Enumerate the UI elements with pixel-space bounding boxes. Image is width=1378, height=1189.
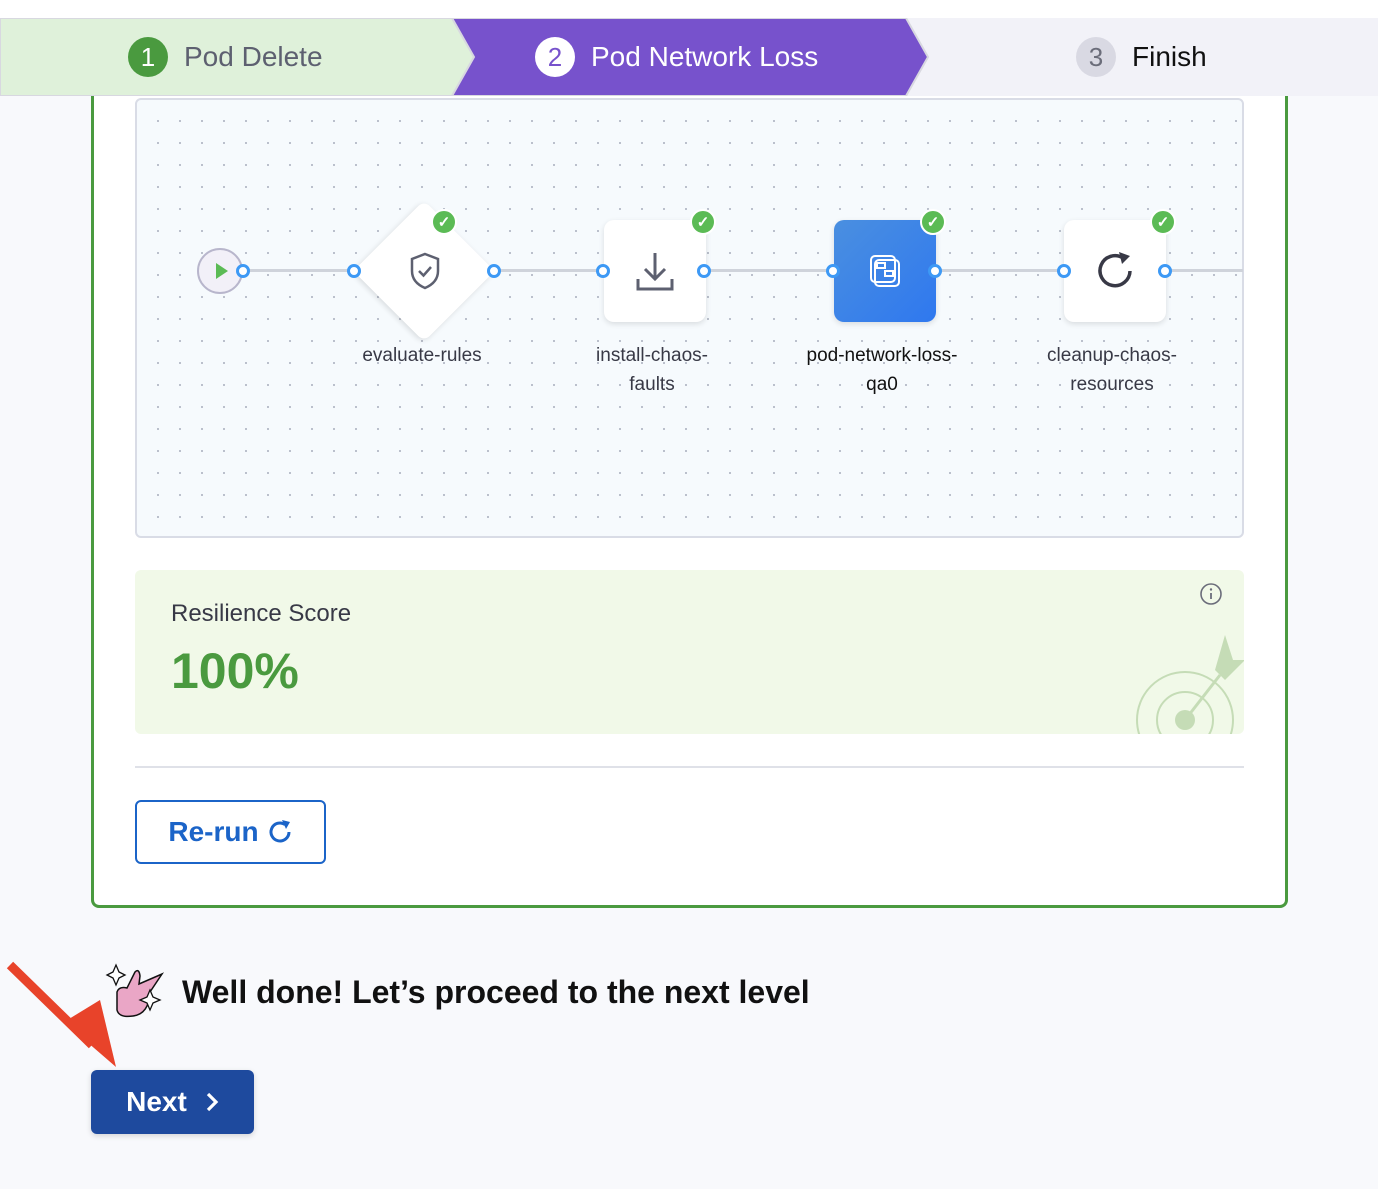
node-label: install-chaos-faults	[596, 345, 708, 395]
step-finish[interactable]: 3 Finish	[1076, 18, 1207, 96]
node-label: cleanup-chaos-resources	[1047, 345, 1177, 395]
success-check-icon: ✓	[920, 209, 946, 235]
target-illustration-icon	[1136, 635, 1244, 734]
pipeline-connector	[243, 269, 1243, 272]
play-icon	[216, 263, 228, 279]
step-label: Pod Network Loss	[591, 41, 819, 72]
node-label: pod-network-loss-qa0	[806, 345, 958, 395]
output-port[interactable]	[487, 264, 501, 278]
node-pod-network-loss-qa0[interactable]	[834, 220, 936, 322]
success-check-icon: ✓	[1150, 209, 1176, 235]
step-pod-network-loss[interactable]: 2 Pod Network Loss	[535, 18, 818, 96]
success-check-icon: ✓	[690, 209, 716, 235]
input-port[interactable]	[1057, 264, 1071, 278]
resilience-score-panel: Resilience Score 100%	[135, 570, 1244, 734]
step-pod-delete[interactable]: 1 Pod Delete	[128, 18, 323, 96]
top-strip	[0, 0, 1378, 18]
resilience-score-title: Resilience Score	[171, 600, 352, 627]
success-message: Well done! Let’s proceed to the next lev…	[182, 974, 810, 1010]
success-check-icon: ✓	[431, 209, 457, 235]
step-label: Pod Delete	[184, 41, 323, 72]
divider	[135, 766, 1244, 768]
step-label: Finish	[1132, 41, 1207, 72]
step-number: 2	[535, 37, 575, 77]
output-port[interactable]	[236, 264, 250, 278]
thumbs-up-sparkle-icon	[105, 963, 165, 1018]
stepper-background	[0, 18, 1378, 96]
shield-check-icon	[410, 252, 440, 290]
output-port[interactable]	[1158, 264, 1172, 278]
output-port[interactable]	[697, 264, 711, 278]
download-icon	[636, 253, 674, 291]
node-install-chaos-faults[interactable]	[604, 220, 706, 322]
chaos-fault-icon	[870, 255, 900, 287]
refresh-icon	[269, 820, 291, 843]
resilience-score-value: 100%	[171, 643, 299, 699]
node-cleanup-chaos-resources[interactable]	[1064, 220, 1166, 322]
refresh-icon	[1098, 252, 1132, 288]
rerun-button[interactable]: Re-run	[135, 800, 326, 864]
input-port[interactable]	[347, 264, 361, 278]
rerun-label: Re-run	[168, 816, 259, 847]
info-icon[interactable]	[1199, 582, 1223, 606]
output-port[interactable]	[928, 264, 942, 278]
next-label: Next	[126, 1086, 187, 1117]
red-arrow-annotation	[6, 961, 116, 1067]
level-stepper: 1 Pod Delete 2 Pod Network Loss 3 Finish	[0, 18, 1378, 96]
step-number: 3	[1076, 37, 1116, 77]
input-port[interactable]	[596, 264, 610, 278]
next-button[interactable]: Next	[91, 1070, 254, 1134]
chevron-right-icon	[206, 1092, 219, 1112]
start-node[interactable]	[197, 248, 243, 294]
node-label: evaluate-rules	[362, 345, 482, 366]
input-port[interactable]	[826, 264, 840, 278]
step-number: 1	[128, 37, 168, 77]
